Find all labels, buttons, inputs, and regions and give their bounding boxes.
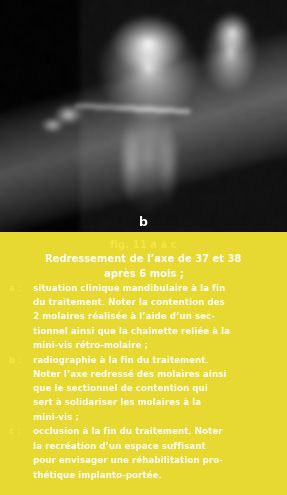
Text: que le sectionnel de contention qui: que le sectionnel de contention qui bbox=[33, 384, 208, 393]
Text: après 6 mois ;: après 6 mois ; bbox=[104, 268, 183, 279]
Text: b: b bbox=[139, 216, 148, 229]
Text: pour envisager une réhabilitation pro-: pour envisager une réhabilitation pro- bbox=[33, 456, 223, 465]
Text: a :: a : bbox=[9, 284, 24, 293]
Text: mini-vis ;: mini-vis ; bbox=[33, 412, 79, 422]
Text: tionnel ainsi que la chaînette reliée à la: tionnel ainsi que la chaînette reliée à … bbox=[33, 326, 230, 336]
Text: mini-vis rétro-molaire ;: mini-vis rétro-molaire ; bbox=[33, 341, 148, 349]
Text: Noter l’axe redressé des molaires ainsi: Noter l’axe redressé des molaires ainsi bbox=[33, 370, 226, 379]
Text: b :: b : bbox=[9, 355, 24, 365]
Text: du traitement. Noter la contention des: du traitement. Noter la contention des bbox=[33, 298, 225, 307]
Text: thétique implanto-portée.: thétique implanto-portée. bbox=[33, 470, 162, 480]
Text: fig. 11 a à c: fig. 11 a à c bbox=[110, 240, 177, 250]
Text: c :: c : bbox=[9, 428, 24, 437]
Text: radiographie à la fin du traitement.: radiographie à la fin du traitement. bbox=[33, 355, 209, 365]
Text: Redressement de l’axe de 37 et 38: Redressement de l’axe de 37 et 38 bbox=[45, 254, 242, 264]
Text: situation clinique mandibulaire à la fin: situation clinique mandibulaire à la fin bbox=[33, 284, 225, 293]
Text: 2 molaires réalisée à l’aide d’un sec-: 2 molaires réalisée à l’aide d’un sec- bbox=[33, 312, 215, 321]
Text: sert à solidariser les molaires à la: sert à solidariser les molaires à la bbox=[33, 398, 201, 407]
Text: occlusion à la fin du traitement. Noter: occlusion à la fin du traitement. Noter bbox=[33, 428, 222, 437]
Text: la recréation d’un espace suffisant: la recréation d’un espace suffisant bbox=[33, 442, 206, 451]
